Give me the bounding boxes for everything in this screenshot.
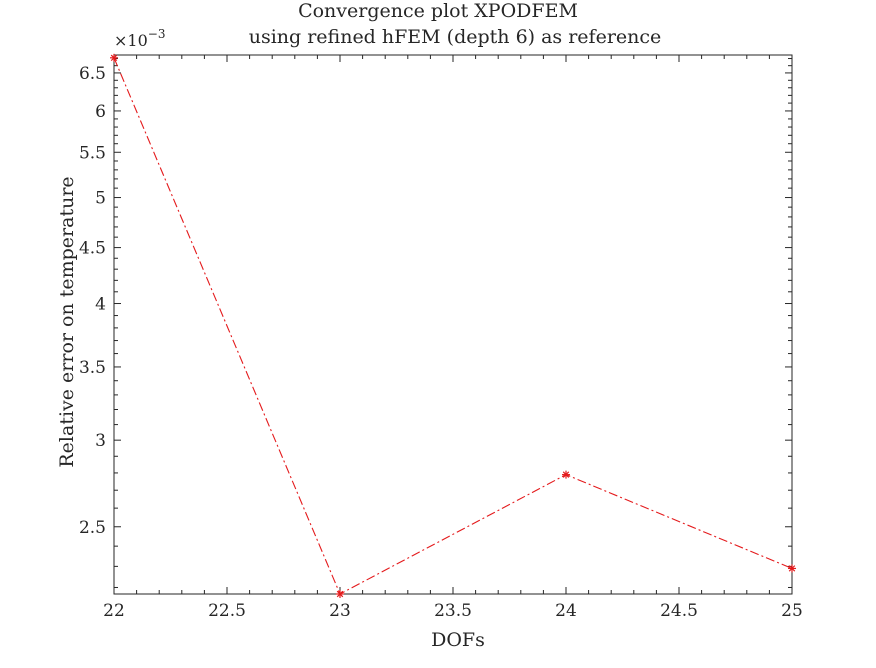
y-tick-label: 5 (95, 189, 106, 209)
y-tick-label: 5.5 (79, 143, 106, 163)
plot-box (113, 54, 793, 595)
y-exponent-label: ×10−3 (114, 27, 165, 50)
data-point-marker (562, 470, 570, 479)
data-point-marker (110, 53, 118, 62)
marker-stroke (110, 54, 118, 62)
x-tick-label: 23.5 (434, 601, 472, 621)
x-tick-label: 23 (329, 601, 351, 621)
series-layer (110, 53, 796, 598)
marker-stroke (336, 590, 344, 598)
y-tick-label: 4 (95, 295, 106, 315)
y-tick-label: 3.5 (79, 358, 106, 378)
series-line (113, 57, 793, 595)
y-axis-label: Relative error on temperature (56, 176, 78, 467)
axis-tick-labels: 22 22.5 23 23.5 24 24.5 25 2.5 3 3.5 4 4.5 5 5.5 6 6.5 (79, 64, 803, 621)
marker-stroke (788, 565, 796, 572)
x-tick-label: 24 (555, 601, 577, 621)
y-tick-label: 2.5 (79, 518, 106, 538)
data-point-marker (336, 590, 344, 598)
x-tick-label: 24.5 (660, 601, 698, 621)
plot-axes (113, 54, 793, 595)
x-axis-label: DOFs (431, 629, 485, 651)
axis-ticks (113, 55, 793, 594)
chart-title: Convergence plot XPODFEM (298, 0, 578, 22)
y-tick-label: 6 (95, 102, 106, 122)
y-tick-label: 3 (95, 431, 106, 451)
y-tick-label: 4.5 (79, 239, 106, 259)
y-exponent-value: −3 (148, 27, 166, 41)
x-tick-label: 22.5 (208, 601, 246, 621)
data-point-marker (788, 564, 796, 573)
x-tick-label: 22 (103, 601, 125, 621)
x-tick-label: 25 (781, 601, 803, 621)
marker-stroke (562, 471, 570, 478)
chart-subtitle: using refined hFEM (depth 6) as referenc… (249, 26, 662, 48)
y-tick-label: 6.5 (79, 64, 106, 84)
